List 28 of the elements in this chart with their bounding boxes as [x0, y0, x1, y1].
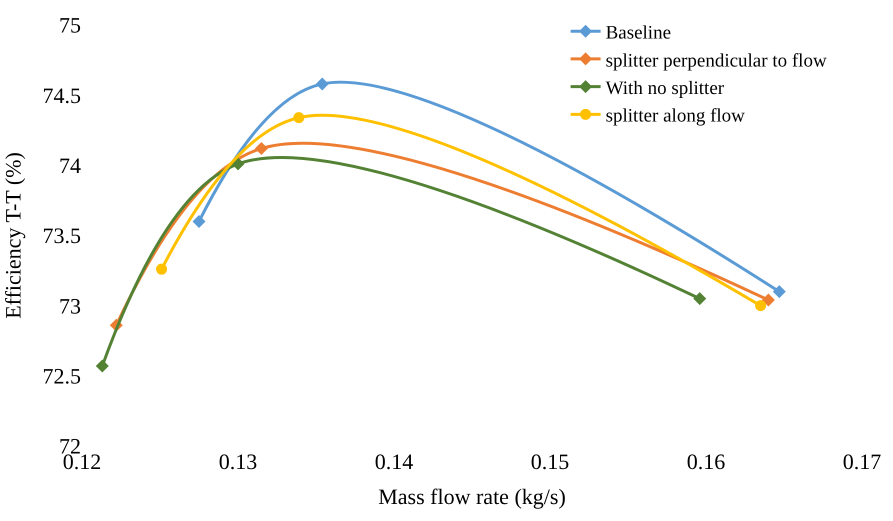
point — [254, 142, 268, 155]
x-tick-label: 0.13 — [218, 449, 258, 474]
legend-label: splitter perpendicular to flow — [606, 50, 827, 72]
point — [693, 292, 706, 306]
point — [316, 77, 329, 90]
point — [755, 300, 766, 312]
legend-label: splitter along flow — [606, 106, 746, 127]
y-tick-label: 74 — [59, 153, 81, 178]
point — [192, 214, 206, 228]
y-axis-title: Efficiency T-T (%) — [0, 152, 26, 319]
x-axis-title: Mass flow rate (kg/s) — [378, 484, 566, 509]
point — [232, 157, 244, 170]
point — [293, 112, 304, 124]
y-tick-label: 72.5 — [42, 364, 81, 389]
y-tick-label: 73 — [59, 293, 81, 318]
x-tick-label: 0.15 — [530, 449, 570, 474]
point — [156, 264, 168, 275]
y-tick-label: 73.5 — [42, 223, 81, 248]
x-tick-label: 0.17 — [842, 449, 882, 474]
point — [772, 285, 786, 298]
point — [96, 360, 109, 373]
x-tick-label: 0.14 — [374, 449, 414, 474]
point — [762, 294, 775, 307]
y-tick-label: 74.5 — [42, 82, 81, 108]
legend-label: Baseline — [606, 22, 672, 44]
x-tick-label: 0.16 — [686, 449, 726, 474]
y-tick-label: 75 — [59, 12, 81, 38]
legend-label: With no splitter — [606, 78, 725, 100]
